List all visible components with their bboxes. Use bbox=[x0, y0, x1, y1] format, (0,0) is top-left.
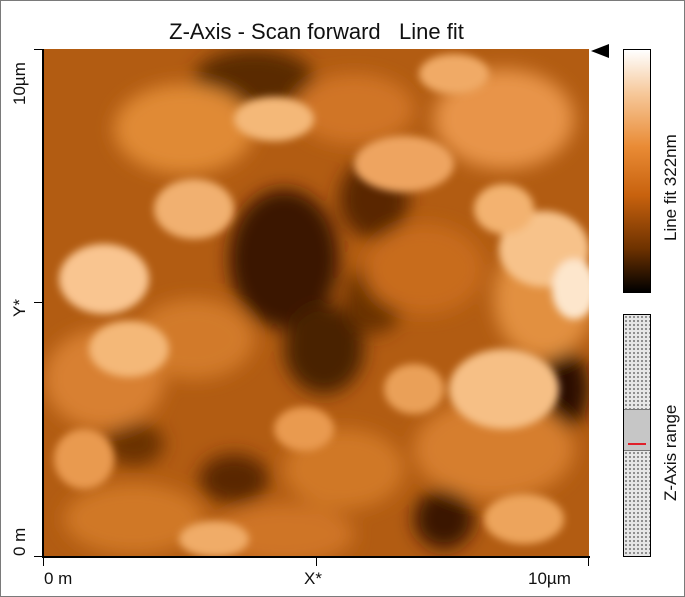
x-axis-right-label: 10µm bbox=[528, 569, 571, 588]
y-tick-bottom bbox=[34, 556, 43, 557]
z-axis-range-window[interactable] bbox=[624, 409, 650, 451]
color-scale-bar bbox=[623, 49, 651, 293]
z-axis-range-slider[interactable] bbox=[623, 314, 651, 557]
chart-title: Z-Axis - Scan forward Line fit bbox=[169, 19, 464, 44]
x-tick-left bbox=[43, 557, 44, 566]
y-axis-bottom-label: 0 m bbox=[10, 527, 29, 556]
y-tick-mid bbox=[34, 302, 43, 303]
x-axis-left-label: 0 m bbox=[44, 569, 73, 588]
y-axis-mid-label: Y* bbox=[10, 299, 29, 317]
z-axis-range-label: Z-Axis range bbox=[661, 404, 680, 501]
y-tick-top bbox=[34, 49, 43, 50]
z-axis-range-marker bbox=[628, 443, 646, 445]
color-scale-label: Line fit 322nm bbox=[661, 134, 680, 241]
x-axis-mid-label: X* bbox=[304, 569, 322, 588]
x-tick-mid bbox=[316, 557, 317, 566]
color-scale-pointer-icon[interactable] bbox=[591, 44, 609, 58]
afm-topography-image[interactable] bbox=[44, 49, 589, 556]
topography-canvas bbox=[44, 49, 589, 556]
y-axis-top-label: 10µm bbox=[10, 62, 29, 105]
y-axis-line bbox=[42, 49, 44, 557]
x-tick-right bbox=[588, 557, 589, 566]
